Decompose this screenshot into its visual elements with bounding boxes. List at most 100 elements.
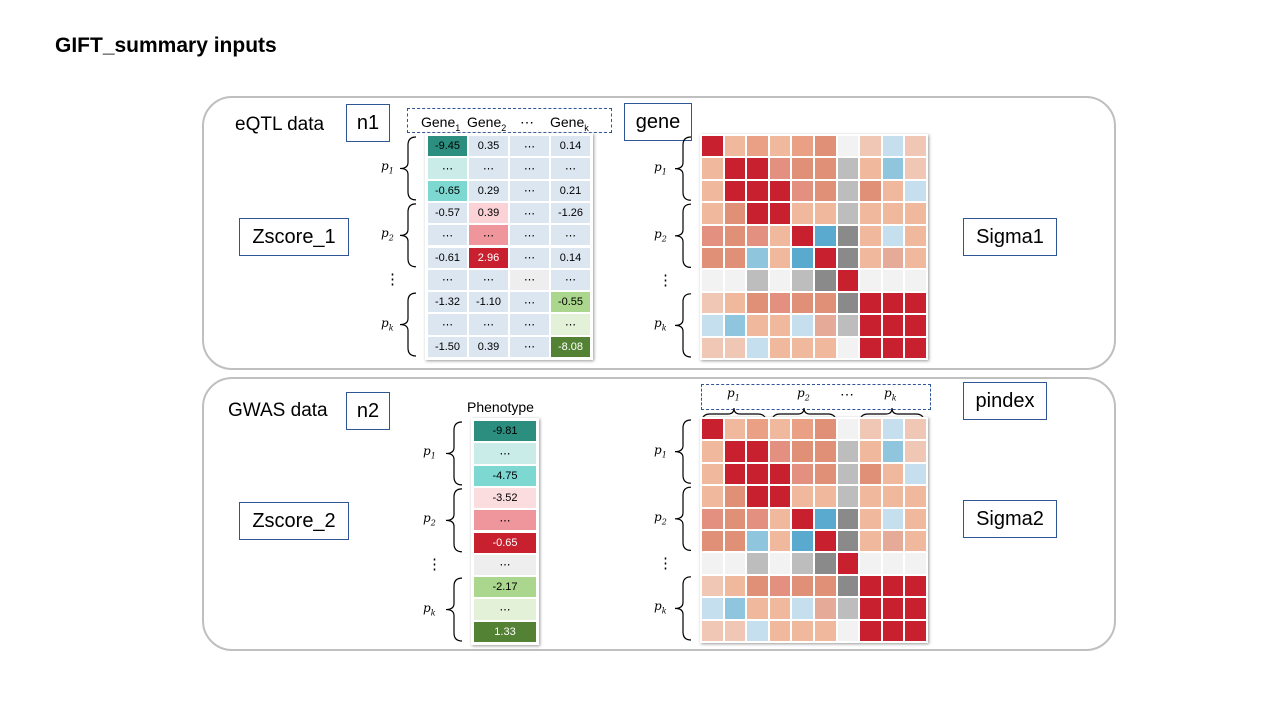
- matrix-cell: ⋯: [509, 135, 550, 158]
- heatmap-cell: [768, 179, 792, 203]
- heatmap-cell: [904, 619, 927, 642]
- row-group-braces: [399, 136, 417, 357]
- heatmap-cell: [881, 157, 905, 180]
- heatmap-cell: [723, 135, 747, 158]
- matrix-cell: ⋯: [468, 268, 509, 292]
- heatmap-cell: [768, 202, 792, 225]
- matrix-cell: -0.65: [427, 179, 468, 202]
- heatmap-cell: [746, 418, 769, 441]
- heatmap-cell: [746, 269, 769, 292]
- label-p2: p2: [423, 511, 436, 528]
- heatmap-cell: [814, 462, 837, 486]
- matrix-cell: ⋯: [427, 268, 468, 292]
- heatmap-cell: [701, 619, 724, 642]
- heatmap-cell: [881, 507, 905, 530]
- brace-p2: [399, 203, 417, 268]
- heatmap-cell: [836, 314, 860, 337]
- matrix-cell: 0.35: [468, 135, 509, 158]
- matrix-cell: ⋯: [550, 268, 591, 292]
- heatmap-cell: [814, 485, 837, 508]
- heatmap-cell: [723, 269, 747, 292]
- heatmap-cell: [791, 179, 814, 203]
- pindex-label: p1: [727, 386, 740, 403]
- heatmap-cell: [746, 440, 769, 463]
- heatmap-cell: [791, 224, 814, 247]
- heatmap-cell: [904, 507, 927, 530]
- phenotype-header: Phenotype: [467, 399, 534, 415]
- label-pk: pk: [654, 316, 667, 333]
- heatmap-cell: [836, 530, 860, 553]
- heatmap-cell: [746, 202, 769, 225]
- heatmap-cell: [768, 247, 792, 270]
- vertical-ellipsis: ⋮: [427, 555, 442, 573]
- heatmap-cell: [791, 462, 814, 486]
- label-pk: pk: [381, 315, 394, 332]
- heatmap-cell: [859, 418, 882, 441]
- heatmap-cell: [768, 135, 792, 158]
- label-pk: pk: [423, 600, 436, 617]
- vector-cell: -2.17: [473, 576, 537, 599]
- heatmap-cell: [768, 485, 792, 508]
- heatmap-cell: [791, 552, 814, 575]
- heatmap-cell: [701, 135, 724, 158]
- brace-pk: [674, 293, 692, 358]
- heatmap-cell: [701, 314, 724, 337]
- zscore-1-box: Zscore_1: [239, 218, 349, 256]
- heatmap-cell: [814, 552, 837, 575]
- heatmap-cell: [836, 462, 860, 486]
- heatmap-cell: [859, 224, 882, 247]
- heatmap-cell: [881, 619, 905, 642]
- matrix-cell: ⋯: [427, 224, 468, 247]
- heatmap-cell: [768, 619, 792, 642]
- heatmap-cell: [881, 269, 905, 292]
- matrix-cell: ⋯: [468, 313, 509, 336]
- heatmap-cell: [904, 336, 927, 359]
- heatmap-cell: [746, 247, 769, 270]
- heatmap-cell: [814, 247, 837, 270]
- row-group-braces: [674, 136, 692, 358]
- matrix-cell: -8.08: [550, 335, 591, 358]
- gwas-data-label: GWAS data: [228, 400, 328, 421]
- vector-cell: -4.75: [473, 464, 537, 487]
- matrix-cell: ⋯: [509, 157, 550, 180]
- sigma1-box: Sigma1: [963, 218, 1057, 256]
- pindex-label: pk: [884, 386, 897, 403]
- heatmap-cell: [701, 530, 724, 553]
- pindex-braces: [701, 407, 925, 423]
- matrix-cell: 0.29: [468, 179, 509, 202]
- matrix-cell: -0.55: [550, 291, 591, 314]
- heatmap-cell: [723, 247, 747, 270]
- zscore-2-box: Zscore_2: [239, 502, 349, 540]
- heatmap-cell: [768, 440, 792, 463]
- heatmap-cell: [701, 418, 724, 441]
- matrix-cell: ⋯: [550, 224, 591, 247]
- heatmap-cell: [746, 507, 769, 530]
- heatmap-cell: [859, 552, 882, 575]
- heatmap-cell: [814, 440, 837, 463]
- heatmap-cell: [701, 247, 724, 270]
- n2-box: n2: [346, 392, 390, 430]
- heatmap-cell: [723, 530, 747, 553]
- heatmap-cell: [723, 336, 747, 359]
- heatmap-cell: [791, 269, 814, 292]
- heatmap-cell: [859, 597, 882, 620]
- heatmap-cell: [859, 462, 882, 486]
- heatmap-cell: [723, 314, 747, 337]
- heatmap-cell: [859, 247, 882, 270]
- heatmap-cell: [791, 574, 814, 598]
- pindex-ellipsis: ⋯: [840, 386, 854, 402]
- heatmap-cell: [768, 462, 792, 486]
- heatmap-cell: [791, 597, 814, 620]
- heatmap-cell: [904, 247, 927, 270]
- pindex-brace-p2: [771, 407, 837, 423]
- heatmap-cell: [904, 574, 927, 598]
- gene-column-header: Gene2: [467, 114, 507, 133]
- heatmap-cell: [746, 224, 769, 247]
- heatmap-cell: [836, 597, 860, 620]
- heatmap-cell: [746, 157, 769, 180]
- heatmap-cell: [836, 269, 860, 292]
- heatmap-cell: [814, 179, 837, 203]
- heatmap-cell: [791, 530, 814, 553]
- heatmap-cell: [814, 135, 837, 158]
- heatmap-cell: [701, 202, 724, 225]
